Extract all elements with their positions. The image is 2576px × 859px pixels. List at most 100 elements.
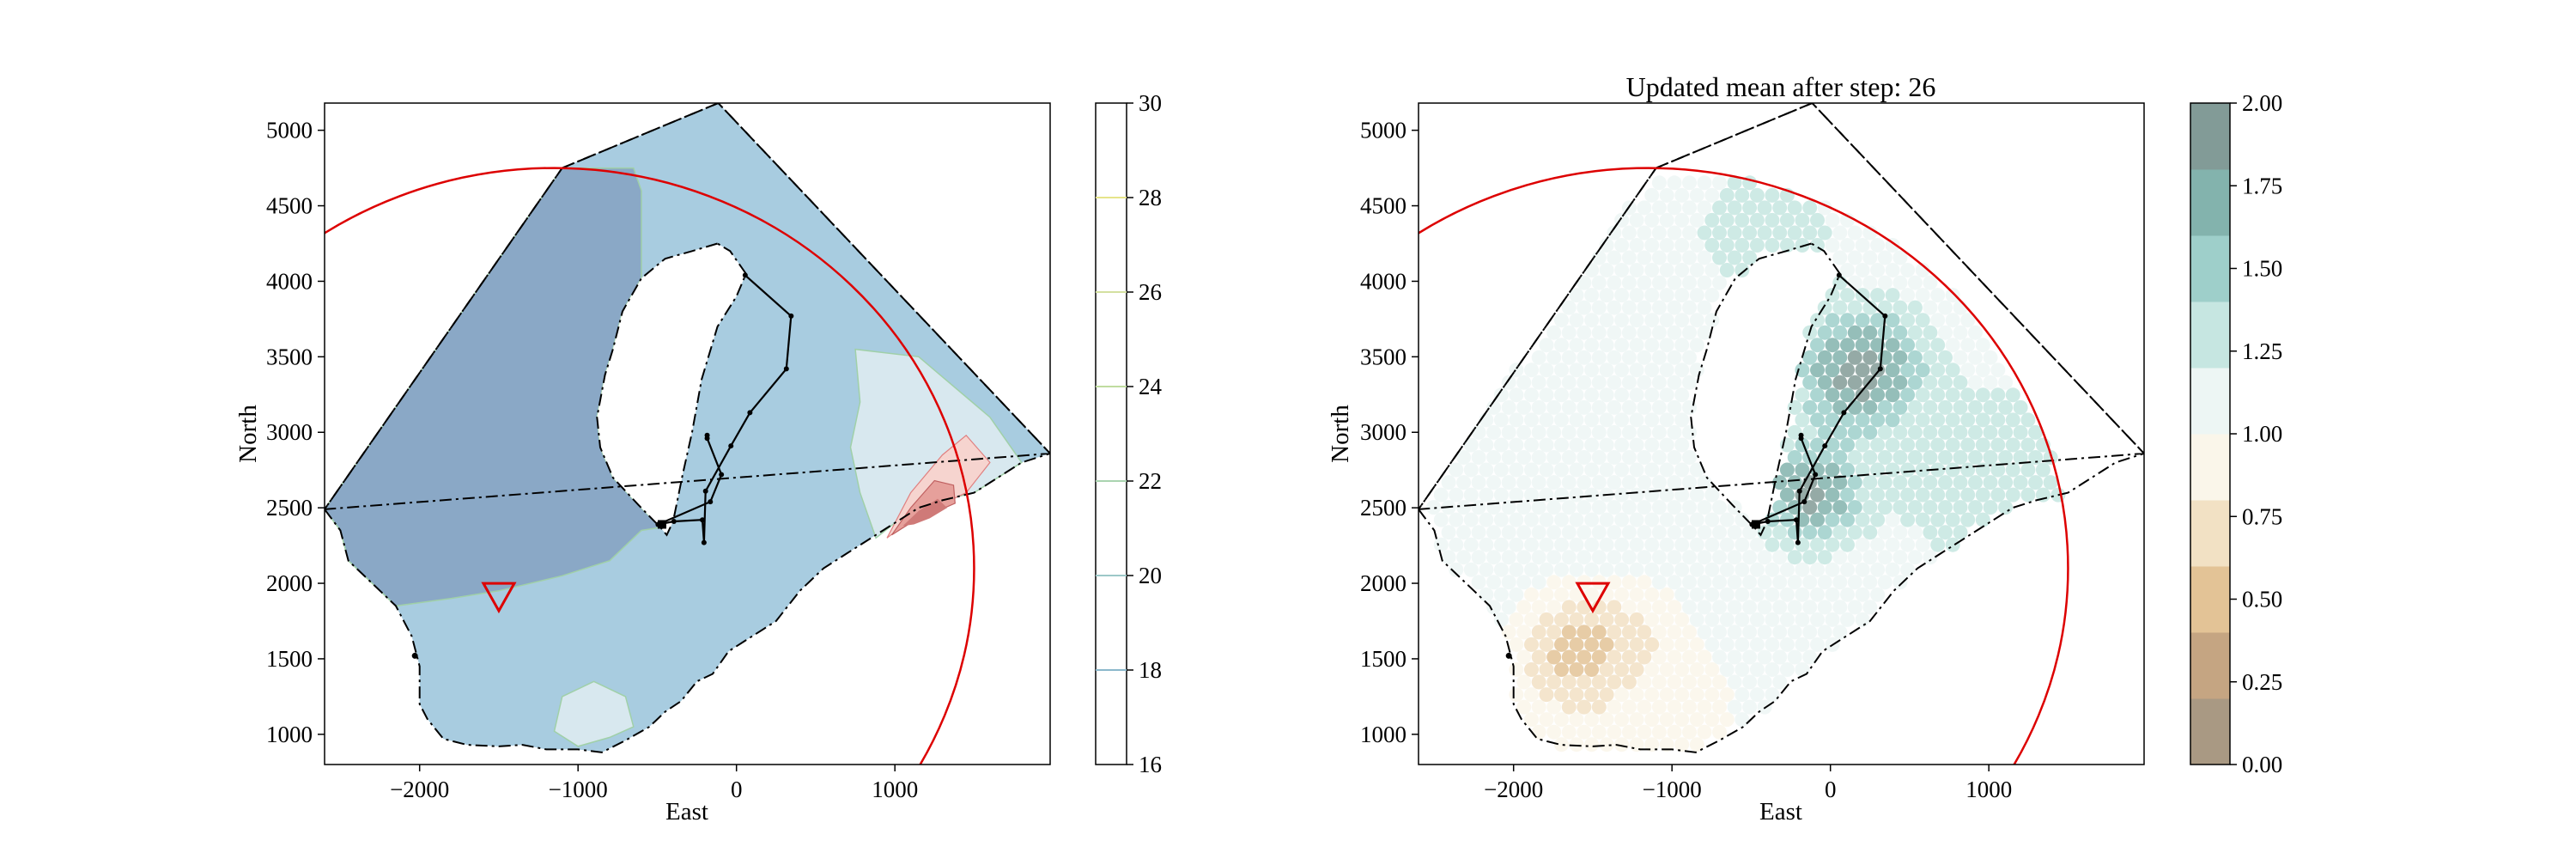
heatmap-dot <box>1667 624 1682 640</box>
heatmap-dot <box>1674 288 1690 303</box>
heatmap-dot <box>1659 313 1674 328</box>
heatmap-dot <box>1900 338 1916 353</box>
colorbar-left-tick-label: 16 <box>1139 752 1162 777</box>
heatmap-dot <box>1682 475 1697 490</box>
heatmap-dot <box>1599 737 1614 752</box>
heatmap-dot <box>1938 325 1953 340</box>
heatmap-dot <box>1501 475 1516 490</box>
heatmap-dot <box>1712 550 1727 565</box>
heatmap-dot <box>1644 512 1660 527</box>
heatmap-dot <box>1577 275 1592 290</box>
y-tick-label: 4500 <box>1360 193 1406 219</box>
colorbar-right-segment <box>2190 302 2230 369</box>
heatmap-dot <box>1546 674 1562 690</box>
heatmap-dot <box>1810 313 1825 328</box>
heatmap-dot <box>1569 512 1584 527</box>
heatmap-dot <box>1832 300 1848 315</box>
heatmap-dot <box>1674 512 1690 527</box>
heatmap-dot <box>1463 512 1479 527</box>
heatmap-dot <box>1584 562 1600 577</box>
heatmap-dot <box>2020 437 2036 453</box>
heatmap-dot <box>1441 525 1456 540</box>
y-tick-label: 1500 <box>1360 646 1406 672</box>
trajectory-point <box>1813 472 1819 478</box>
heatmap-dot <box>1561 550 1577 565</box>
heatmap-dot <box>1456 550 1472 565</box>
heatmap-dot <box>1599 437 1614 453</box>
heatmap-dot <box>1704 562 1720 577</box>
heatmap-dot <box>1697 699 1712 715</box>
island-boundary <box>1690 242 1841 537</box>
chart-title-right: Updated mean after step: 26 <box>1626 71 1936 102</box>
heatmap-dot <box>1591 475 1607 490</box>
heatmap-dot <box>1637 575 1652 590</box>
heatmap-dot <box>1840 288 1855 303</box>
heatmap-dot <box>1621 350 1637 365</box>
x-tick-label: −1000 <box>1643 777 1702 802</box>
heatmap-dot <box>1907 450 1923 465</box>
heatmap-dot <box>1456 475 1472 490</box>
heatmap-dot <box>1885 437 1900 453</box>
heatmap-dot <box>1975 338 1990 353</box>
heatmap-dot <box>1689 587 1704 602</box>
heatmap-dot <box>1546 525 1562 540</box>
heatmap-dot <box>1968 475 1983 490</box>
heatmap-dot <box>1704 587 1720 602</box>
heatmap-dot <box>1659 412 1674 428</box>
trajectory-point <box>1822 443 1828 449</box>
x-tick-label: −2000 <box>1484 777 1543 802</box>
heatmap-dot <box>1471 500 1486 515</box>
heatmap-dot <box>1554 587 1569 602</box>
heatmap-dot <box>1765 662 1780 677</box>
heatmap-dot <box>1704 238 1720 253</box>
heatmap-dot <box>1862 525 1878 540</box>
heatmap-dot <box>1870 587 1886 602</box>
heatmap-dot <box>1923 424 1938 440</box>
heatmap-dot <box>1599 387 1614 403</box>
heatmap-dot <box>1577 624 1592 640</box>
heatmap-dot <box>1637 724 1652 740</box>
trajectory-point <box>704 432 710 438</box>
boundary-circle <box>1419 167 2069 765</box>
heatmap-dot <box>1802 500 1818 515</box>
heatmap-dot <box>1757 649 1772 665</box>
colorbar-left-frame <box>1095 102 1127 765</box>
colorbar-left-tick-label: 28 <box>1139 185 1162 210</box>
heatmap-dot <box>1779 662 1795 677</box>
heatmap-dot <box>1644 313 1660 328</box>
heatmap-dot <box>1561 724 1577 740</box>
heatmap-dot <box>1591 325 1607 340</box>
heatmap-dot <box>1870 412 1886 428</box>
heatmap-dot <box>1862 424 1878 440</box>
heatmap-dot <box>1667 674 1682 690</box>
heatmap-dot <box>2005 387 2020 403</box>
heatmap-dot <box>1938 450 1953 465</box>
heatmap-dot <box>1569 313 1584 328</box>
heatmap-dot <box>1810 437 1825 453</box>
heatmap-dot <box>1651 475 1667 490</box>
heatmap-dot <box>1486 450 1502 465</box>
heatmap-dot <box>1832 475 1848 490</box>
heatmap-dot <box>1787 600 1802 615</box>
heatmap-dot <box>1930 412 1946 428</box>
heatmap-dot <box>1735 687 1750 703</box>
heatmap-dot <box>1840 437 1855 453</box>
ticks-left: −2000 −1000 0 1000 1000 1500 2000 2500 3000 3500 4… <box>266 118 918 802</box>
heatmap-dot <box>1742 649 1758 665</box>
heatmap-dot <box>1584 462 1600 478</box>
heatmap-dot <box>1968 500 1983 515</box>
heatmap-dot <box>1765 212 1780 228</box>
heatmap-dot <box>1569 387 1584 403</box>
heatmap-dot <box>1607 699 1622 715</box>
heatmap-dot <box>1561 649 1577 665</box>
heatmap-dot <box>1697 300 1712 315</box>
heatmap-dot <box>1870 437 1886 453</box>
heatmap-dot <box>1607 450 1622 465</box>
heatmap-dot <box>1817 375 1832 390</box>
heatmap-dot <box>1667 325 1682 340</box>
heatmap-dot <box>1862 475 1878 490</box>
heatmap-dot <box>1651 450 1667 465</box>
heatmap-dot <box>1847 375 1862 390</box>
heatmap-dot <box>1614 687 1630 703</box>
heatmap-dot <box>1531 450 1546 465</box>
